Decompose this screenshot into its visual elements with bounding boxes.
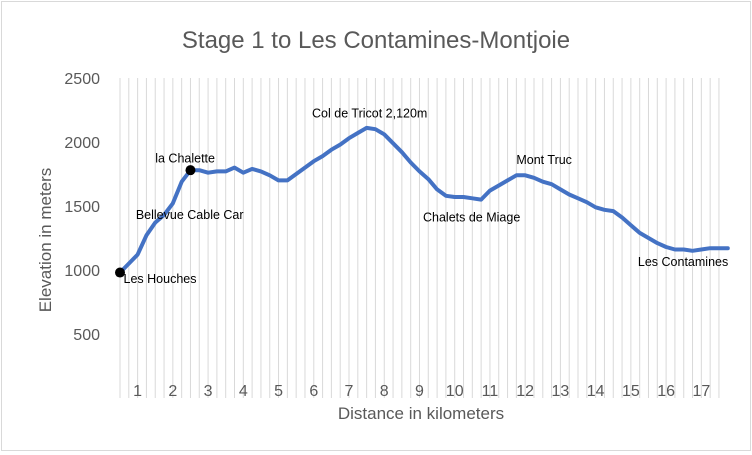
x-tick-label: 8 xyxy=(380,383,389,400)
x-tick-label: 7 xyxy=(345,383,354,400)
x-tick-label: 3 xyxy=(204,383,213,400)
x-tick-label: 11 xyxy=(482,383,499,400)
elevation-line xyxy=(118,125,730,275)
annotation-label: Les Houches xyxy=(124,272,197,286)
annotation-label: Mont Truc xyxy=(516,153,572,167)
x-tick-label: 10 xyxy=(446,383,464,400)
waypoint-marker xyxy=(185,165,196,176)
annotation-label: la Chalette xyxy=(155,151,215,165)
annotation-label: Chalets de Miage xyxy=(423,210,520,224)
x-tick-label: 9 xyxy=(415,383,424,400)
grid-lines xyxy=(119,78,720,398)
x-tick-label: 1 xyxy=(133,383,142,400)
series-layer xyxy=(118,125,730,275)
x-tick-labels: 1 2 3 4 5 6 7 8 9 10 11 12 13 14 15 16 17 xyxy=(133,383,710,400)
x-tick-label: 2 xyxy=(168,383,177,400)
y-tick-label: 500 xyxy=(73,327,100,344)
x-tick-label: 14 xyxy=(587,383,605,400)
y-tick-label: 1500 xyxy=(64,199,100,216)
x-tick-label: 4 xyxy=(239,383,248,400)
y-tick-label: 1000 xyxy=(64,263,100,280)
elevation-chart: Stage 1 to Les Contamines-Montjoie 500 10… xyxy=(36,27,730,423)
x-tick-label: 5 xyxy=(274,383,283,400)
annotation-label: Les Contamines xyxy=(638,255,728,269)
annotation-label: Col de Tricot 2,120m xyxy=(312,107,427,121)
waypoint-marker xyxy=(115,267,125,278)
y-tick-labels: 500 1000 1500 2000 2500 xyxy=(64,71,100,344)
x-tick-label: 16 xyxy=(657,383,675,400)
annotation-label: Bellevue Cable Car xyxy=(136,208,244,222)
x-tick-label: 13 xyxy=(552,383,570,400)
y-tick-label: 2500 xyxy=(64,71,100,88)
x-tick-label: 17 xyxy=(692,383,710,400)
x-tick-label: 6 xyxy=(309,383,318,400)
chart-title: Stage 1 to Les Contamines-Montjoie xyxy=(182,27,570,54)
y-tick-label: 2000 xyxy=(64,135,100,152)
x-axis-title: Distance in kilometers xyxy=(338,404,504,423)
x-tick-label: 15 xyxy=(622,383,640,400)
y-axis-title: Elevation in meters xyxy=(36,168,55,313)
markers xyxy=(115,165,196,278)
x-tick-label: 12 xyxy=(516,383,534,400)
annotations: Les Houches la Chalette Bellevue Cable Car… xyxy=(124,107,729,286)
